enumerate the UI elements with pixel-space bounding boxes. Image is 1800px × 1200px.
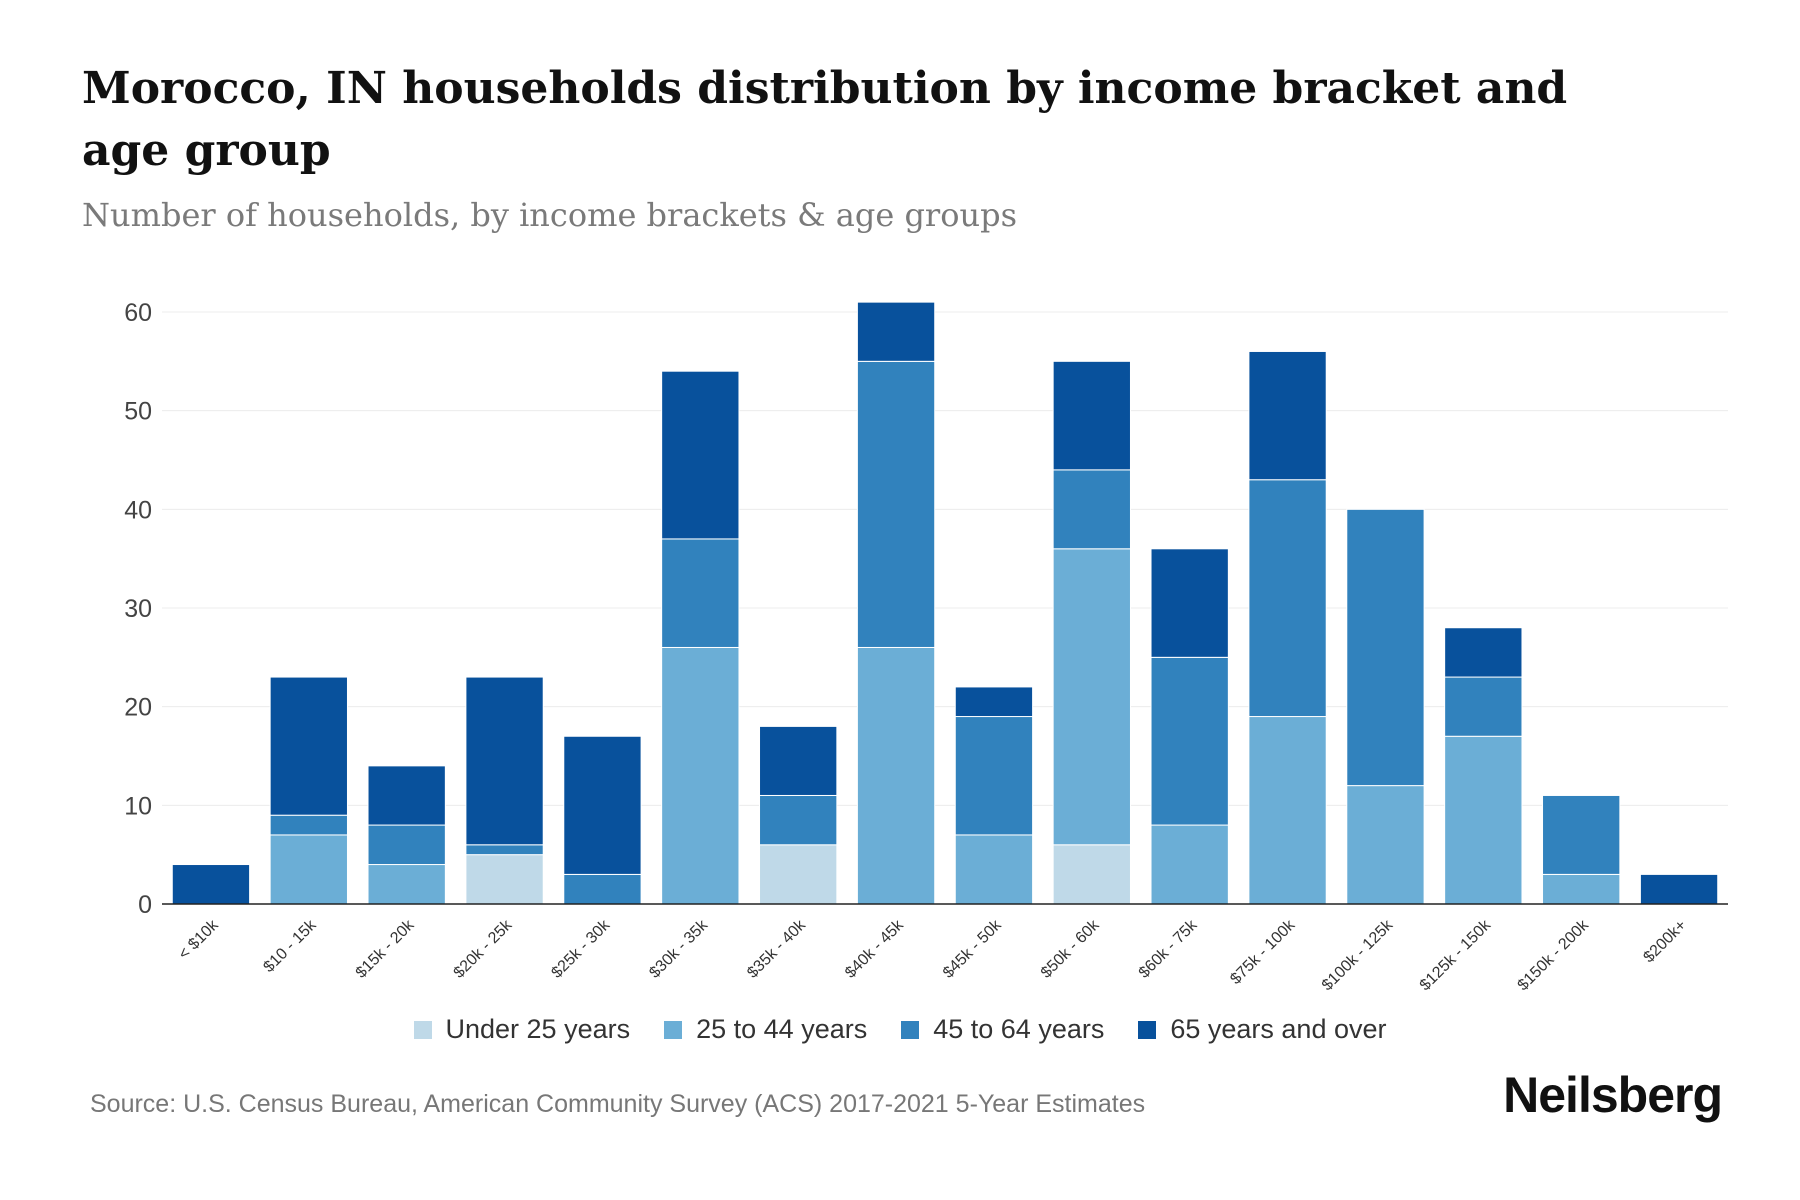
bar-segment[interactable] [661,538,740,648]
bar-segment[interactable] [759,844,838,905]
legend-swatch [413,1020,432,1039]
bar-segment[interactable] [171,864,251,905]
bar-segment[interactable] [856,360,936,648]
legend-swatch [1138,1020,1157,1039]
bar-segment[interactable] [563,735,642,875]
bar-segment[interactable] [954,716,1034,836]
bar-segment[interactable] [563,873,642,905]
legend-swatch [664,1020,683,1039]
bar-segment[interactable] [367,864,446,905]
y-tick-label: 60 [124,299,152,327]
x-tick-label: $10 - 15k [260,916,320,976]
x-tick-label: $15k - 20k [353,916,419,982]
y-tick-label: 30 [124,595,152,623]
x-tick-label: $60k - 75k [1136,916,1202,982]
x-tick-label: $25k - 30k [548,916,614,982]
bar-segment[interactable] [1639,873,1719,905]
x-tick-label: $40k - 45k [842,916,908,982]
bar-segment[interactable] [1248,350,1327,481]
bar-segment[interactable] [1248,716,1327,905]
y-tick-label: 40 [124,496,152,524]
bar-segment[interactable] [759,725,838,796]
chart-legend: Under 25 years 25 to 44 years 45 to 64 yea… [0,1014,1800,1045]
x-tick-label: $20k - 25k [451,916,517,982]
bar-segment[interactable] [856,646,936,905]
bar-segment[interactable] [1150,656,1229,826]
bar-segment[interactable] [1150,824,1229,905]
bar-segment[interactable] [367,765,446,826]
x-tick-label: $125k - 150k [1417,916,1495,994]
x-tick-label: $75k - 100k [1227,916,1299,988]
legend-item[interactable]: 25 to 44 years [664,1014,867,1045]
legend-item[interactable]: Under 25 years [413,1014,631,1045]
bar-segment[interactable] [1444,627,1523,678]
x-tick-label: $200k+ [1640,917,1689,966]
legend-label: 65 years and over [1170,1014,1387,1044]
x-tick-label: $150k - 200k [1515,916,1593,994]
bar-segment[interactable] [856,301,936,362]
bar-segment[interactable] [954,686,1034,718]
stacked-bar-chart: 0 10 20 30 40 50 60 < $10k $10 - 15k $15k - 20k $… [124,299,1728,994]
bar-segment[interactable] [269,676,348,816]
bar-segment[interactable] [1150,548,1229,658]
legend-label: 45 to 64 years [933,1014,1105,1044]
bar-segment[interactable] [1542,873,1621,905]
bar-segment[interactable] [1052,360,1131,471]
bar-segment[interactable] [1346,785,1425,905]
chart-subtitle: Number of households, by income brackets… [82,196,1017,234]
bar-segment[interactable] [1052,548,1131,846]
legend-item[interactable]: 65 years and over [1138,1014,1387,1045]
bar-segment[interactable] [1052,469,1131,550]
bar-segment[interactable] [465,854,544,905]
bar-segment[interactable] [954,834,1034,905]
bar-segment[interactable] [1248,479,1327,718]
y-tick-label: 20 [124,694,152,722]
bar-segment[interactable] [465,676,544,846]
x-tick-label: $30k - 35k [646,916,712,982]
bar-segment[interactable] [661,370,740,540]
bar-segment[interactable] [1542,794,1621,875]
bar-segment[interactable] [1444,676,1523,737]
bar-segment[interactable] [269,814,348,836]
legend-swatch [901,1020,920,1039]
y-tick-label: 0 [138,891,152,919]
x-tick-label: < $10k [175,916,222,963]
bar-segment[interactable] [465,844,544,856]
x-tick-label: $35k - 40k [744,916,810,982]
legend-label: Under 25 years [445,1014,631,1044]
y-tick-label: 50 [124,398,152,426]
bar-segment[interactable] [1444,735,1523,905]
bar-segment[interactable] [367,824,446,866]
x-tick-label: $50k - 60k [1038,916,1104,982]
bar-segment[interactable] [661,646,740,905]
bar-segment[interactable] [1346,508,1425,787]
bar-segment[interactable] [1052,844,1131,905]
legend-item[interactable]: 45 to 64 years [901,1014,1104,1045]
brand-logo: Neilsberg [1503,1067,1723,1123]
bar-segment[interactable] [759,794,838,846]
legend-label: 25 to 44 years [696,1014,868,1044]
chart-title: Morocco, IN households distribution by i… [82,63,1568,176]
bar-segment[interactable] [269,834,348,905]
source-note: Source: U.S. Census Bureau, American Com… [90,1090,1146,1118]
x-tick-label: $100k - 125k [1319,916,1397,994]
x-tick-label: $45k - 50k [940,916,1006,982]
y-tick-label: 10 [124,792,152,820]
